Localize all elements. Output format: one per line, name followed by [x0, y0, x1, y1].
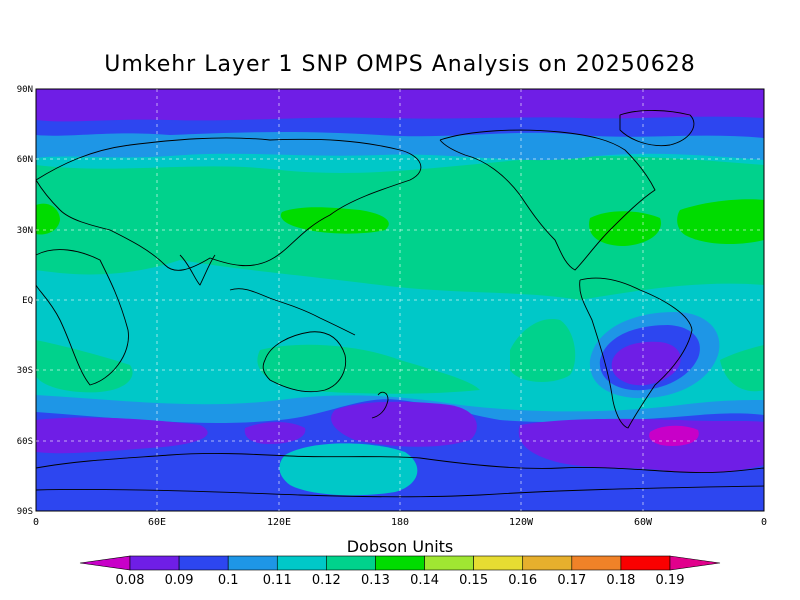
- field-s-purple-1: [36, 417, 208, 454]
- colorbar-lower-triangle: [79, 555, 131, 571]
- coast-antarctica-lower: [35, 485, 765, 498]
- field-saus-green: [257, 344, 480, 394]
- lon-label: 120E: [267, 517, 291, 528]
- coast-seasia: [229, 288, 356, 336]
- field-spac-green: [510, 319, 576, 382]
- colorbar-upper-triangle: [669, 555, 721, 571]
- colorbar-label: 0.12: [312, 573, 341, 588]
- coast-nz: [371, 391, 389, 419]
- lat-label: 90N: [17, 85, 33, 95]
- coast-india: [179, 254, 216, 286]
- colorbar-label: 0.11: [263, 573, 292, 588]
- lat-label: 90S: [17, 507, 33, 517]
- coast-greenland: [619, 110, 695, 147]
- coast-antarctica: [35, 453, 765, 473]
- map-title: Umkehr Layer 1 SNP OMPS Analysis on 2025…: [104, 52, 696, 77]
- colorbar-box: [620, 555, 671, 571]
- lat-label: 60S: [17, 437, 33, 447]
- colorbar: 0.08 0.09 0.1 0.11 0.12 0.13 0.14 0.15 0.16 0.17 0…: [79, 555, 721, 588]
- field-sio-green: [720, 345, 764, 392]
- colorbar-box: [473, 555, 524, 571]
- colorbar-label: 0.09: [165, 573, 194, 588]
- lon-label: 180: [391, 517, 409, 528]
- colorbar-box: [178, 555, 229, 571]
- colorbar-box: [326, 555, 376, 571]
- lon-label: 0: [761, 517, 767, 528]
- colorbar-label: 0.17: [557, 573, 586, 588]
- coastlines: [35, 110, 765, 498]
- lat-label: 30S: [17, 366, 33, 376]
- colorbar-label: 0.15: [459, 573, 488, 588]
- colorbar-label: 0.16: [508, 573, 537, 588]
- colorbar-box: [424, 555, 474, 571]
- colorbar-label: 0.14: [410, 573, 439, 588]
- coast-eurasia: [35, 137, 422, 271]
- lat-label: 60N: [17, 155, 33, 165]
- field-n-bright-2: [280, 207, 389, 234]
- lat-labels: 90N 60N 30N EQ 30S 60S 90S: [17, 85, 33, 517]
- gridlines: [36, 89, 764, 511]
- field-s-purple-4: [518, 418, 764, 473]
- colorbar-box: [522, 555, 573, 571]
- colorbar-label: 0.18: [606, 573, 635, 588]
- colorbar-box: [129, 555, 180, 571]
- coast-australia: [262, 331, 347, 393]
- colorbar-box: [227, 555, 278, 571]
- colorbar-box: [276, 555, 327, 571]
- lon-label: 0: [33, 517, 39, 528]
- field-sa-purple: [611, 341, 681, 386]
- lon-label: 120W: [509, 517, 534, 528]
- colorbar-box: [375, 555, 425, 571]
- colorbar-box: [571, 555, 622, 571]
- lon-label: 60W: [634, 517, 653, 528]
- colorbar-label: 0.08: [116, 573, 145, 588]
- field-ant-cyan: [279, 443, 418, 496]
- lon-label: 60E: [148, 517, 166, 528]
- lon-labels: 0 60E 120E 180 120W 60W 0: [33, 517, 767, 528]
- coast-africa: [35, 249, 129, 386]
- field-s-purple-3: [331, 401, 477, 447]
- field-north-green: [36, 156, 764, 300]
- colorbar-label: 0.1: [218, 573, 239, 588]
- field-s-purple-2: [244, 422, 306, 444]
- lat-label: EQ: [22, 296, 33, 306]
- colorbar-label: 0.19: [656, 573, 685, 588]
- field-n-bright-4: [677, 199, 764, 245]
- colorbar-label: 0.13: [361, 573, 390, 588]
- lat-label: 30N: [17, 226, 33, 236]
- field-n-bright-1: [36, 203, 60, 235]
- coast-namerica: [439, 129, 656, 271]
- coast-samerica: [579, 277, 693, 429]
- colorbar-title: Dobson Units: [346, 537, 454, 556]
- field-satl-green: [36, 340, 133, 393]
